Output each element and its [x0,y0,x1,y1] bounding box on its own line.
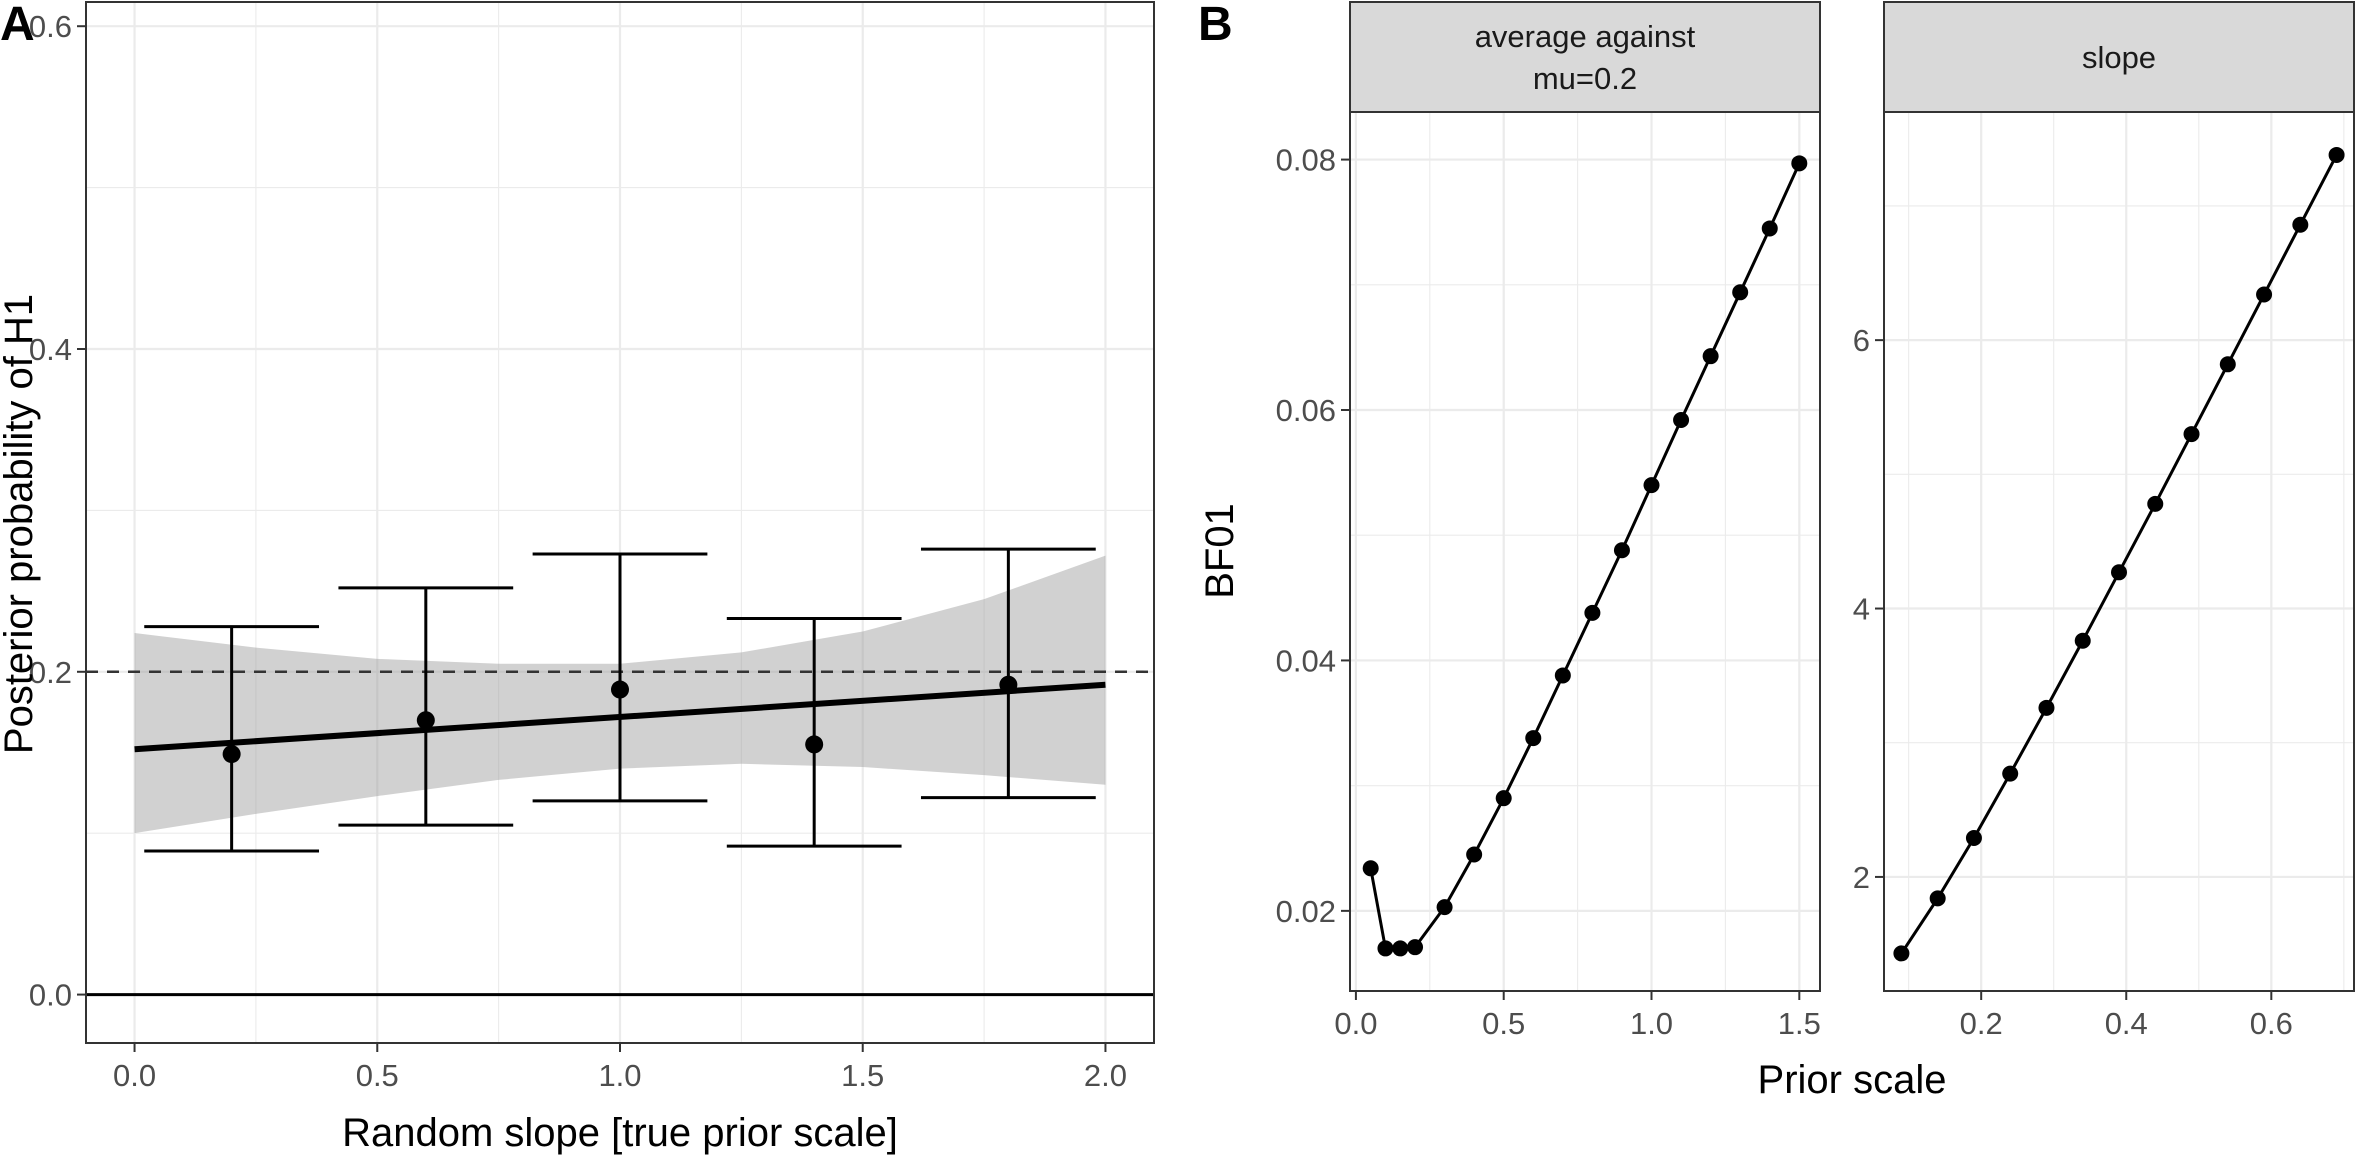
data-point [999,675,1018,694]
panel-b1-x-tick-label: 1.5 [1778,1006,1821,1041]
panel-b1-data-point [1761,220,1778,237]
panel-a-x-tick-label: 1.5 [841,1058,884,1093]
panel-b2-data-point [2038,699,2055,716]
panel-b1-x-tick-label: 0.0 [1334,1006,1377,1041]
panel-a-x-axis-title: Random slope [true prior scale] [342,1111,898,1155]
panel-b1-background [1349,111,1821,992]
panel-a-y-tick-label: 0.0 [29,978,72,1013]
panel-b-x-axis-title: Prior scale [1758,1058,1947,1102]
panel-b1-data-point [1495,790,1512,807]
panel-a-y-tick-label: 0.4 [29,332,72,367]
data-point [222,745,241,764]
panel-b1-data-point [1407,939,1424,956]
panel-a-tag: A [0,0,35,51]
panel-b1-data-point [1584,604,1601,621]
panel-b-facet-slope: slope 0.2 0.4 0.6 2 4 6 [1853,1,2355,1041]
panel-b1-data-point [1732,284,1749,301]
panel-a-x-tick-label: 2.0 [1084,1058,1127,1093]
panel-b2-y-tick-label: 6 [1853,323,1870,358]
panel-b1-data-point [1466,846,1483,863]
panel-b1-border [1349,111,1821,992]
panel-b1-data-point [1377,940,1394,957]
panel-b2-data-point [2147,495,2164,512]
panel-b1-data-point [1554,667,1571,684]
panel-b1-gridlines [1350,112,1820,991]
panel-b1-data-point [1673,412,1690,429]
panel-b1-y-tick-label: 0.04 [1276,643,1336,678]
panel-b2-axes: 0.2 0.4 0.6 2 4 6 [1853,323,2293,1041]
panel-a-axes: 0.0 0.5 1.0 1.5 2.0 0.0 0.2 0.4 0.6 [29,9,1127,1093]
panel-b2-x-tick-label: 0.2 [1960,1006,2003,1041]
panel-b1-data-point [1362,860,1379,877]
panel-a-y-tick-label: 0.2 [29,655,72,690]
panel-b2-y-tick-label: 2 [1853,860,1870,895]
data-point [416,711,435,730]
data-point [805,735,824,754]
panel-b1-data-point [1702,348,1719,365]
panel-b2-data-point [1893,945,1910,962]
panel-a-x-tick-label: 0.0 [113,1058,156,1093]
panel-b2-data-point [1965,830,1982,847]
panel-b1-x-tick-label: 0.5 [1482,1006,1525,1041]
panel-a-border [85,1,1155,1044]
panel-b2-data-point [2219,356,2236,373]
panel-b-y-axis-title: BF01 [1198,503,1242,599]
panel-a-x-tick-label: 0.5 [356,1058,399,1093]
panel-a-y-axis-title: Posterior probability of H1 [0,294,41,754]
panel-a: 0.0 0.5 1.0 1.5 2.0 0.0 0.2 0.4 0.6 Random slope… [0,1,1155,1155]
panel-b1-y-tick-label: 0.02 [1276,894,1336,929]
panel-b2-x-tick-label: 0.4 [2105,1006,2148,1041]
facet-strip-slope-label: slope [2082,40,2156,75]
panel-a-gridlines [86,2,1154,1043]
panel-b1-data-point [1525,730,1542,747]
panel-b1-axes: 0.0 0.5 1.0 1.5 0.02 0.04 0.06 0.08 [1276,143,1821,1041]
panel-a-x-tick-label: 1.0 [598,1058,641,1093]
panel-b1-marks [1362,155,1808,957]
panel-b2-data-point [2292,216,2309,233]
facet-strip-average-line1: average against [1475,19,1696,54]
panel-b1-data-point [1643,477,1660,494]
facet-strip-average-line2: mu=0.2 [1533,61,1637,96]
panel-b1-data-point [1436,899,1453,916]
panel-b1-data-point [1392,940,1409,957]
panel-b2-data-point [2074,632,2091,649]
panel-b1-x-tick-label: 1.0 [1630,1006,1673,1041]
panel-b2-data-point [2183,426,2200,443]
panel-b2-data-point [2256,286,2273,303]
panel-b2-marks [1893,146,2345,962]
panel-b2-x-tick-label: 0.6 [2250,1006,2293,1041]
panel-b2-border [1883,111,2355,992]
panel-b1-data-point [1613,542,1630,559]
panel-b1-y-tick-label: 0.06 [1276,393,1336,428]
panel-b-facet-average: average against mu=0.2 0.0 0.5 1.0 1.50.020… [1276,1,1821,1041]
panel-b2-gridlines [1884,112,2354,991]
panel-b2-data-point [2328,146,2345,163]
panel-b2-background [1883,111,2355,992]
panel-b2-data-point [2111,564,2127,581]
panel-b2-y-tick-label: 4 [1853,592,1870,627]
panel-b-tag: B [1198,0,1233,51]
panel-b2-data-point [1929,890,1946,907]
panel-a-y-tick-label: 0.6 [29,9,72,44]
panel-a-marks [86,547,1154,997]
facet-strip-slope [1883,1,2355,113]
data-point [611,680,629,699]
panel-b2-data-point [2002,765,2019,782]
panel-b1-y-tick-label: 0.08 [1276,143,1336,178]
panel-b1-data-point [1791,155,1808,172]
facet-strip-average [1349,1,1821,113]
